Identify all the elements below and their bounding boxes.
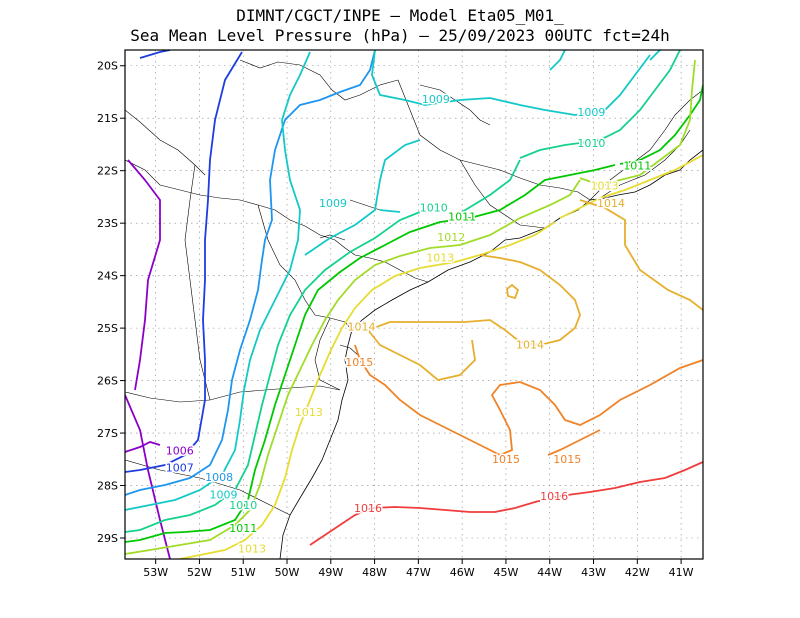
isobar-1006-north xyxy=(127,159,161,391)
x-tick-label: 42W xyxy=(625,566,650,579)
contour-label-1009: 1009 xyxy=(210,488,238,501)
y-tick-label: 24S xyxy=(97,270,118,283)
x-tick-label: 41W xyxy=(669,566,694,579)
y-tick-label: 20S xyxy=(97,60,118,73)
contour-label-1010: 1010 xyxy=(229,499,257,512)
isobar-1012 xyxy=(125,59,696,555)
y-tick-label: 23S xyxy=(97,217,118,230)
isobar-1013 xyxy=(179,154,703,559)
plot-frame xyxy=(124,49,704,560)
chart-subtitle: Sea Mean Level Pressure (hPa) – 25/09/20… xyxy=(130,26,670,45)
isobar-1010 xyxy=(125,50,681,533)
isobar-1011 xyxy=(125,84,703,543)
map-layer: 1006100710081009101010111013101310091009… xyxy=(125,50,703,559)
contour-label-1015: 1015 xyxy=(553,453,581,466)
contour-label-1012: 1012 xyxy=(437,231,465,244)
y-tick-label: 27S xyxy=(97,427,118,440)
y-tick-label: 29S xyxy=(97,532,118,545)
contour-label-1013: 1013 xyxy=(590,179,618,192)
contour-label-1008: 1008 xyxy=(205,471,233,484)
isobars xyxy=(125,50,703,559)
contour-label-1015: 1015 xyxy=(492,453,520,466)
contour-label-1006: 1006 xyxy=(166,444,194,457)
isobar-1016 xyxy=(309,461,703,546)
isobar-1015 xyxy=(354,344,703,456)
contour-label-1015: 1015 xyxy=(345,356,373,369)
x-tick-label: 46W xyxy=(450,566,475,579)
isobar-1009-west xyxy=(304,139,421,256)
x-tick-label: 45W xyxy=(494,566,519,579)
contour-label-1014: 1014 xyxy=(516,338,544,351)
contour-label-1016: 1016 xyxy=(354,502,382,515)
contour-labels: 1006100710081009101010111013101310091009… xyxy=(164,91,653,557)
contour-label-1014: 1014 xyxy=(597,197,625,210)
isobar-1008 xyxy=(125,50,376,496)
y-tick-label: 28S xyxy=(97,480,118,493)
x-tick-label: 48W xyxy=(362,566,387,579)
borders xyxy=(125,59,703,516)
contour-label-1014: 1014 xyxy=(347,321,375,334)
x-tick-label: 51W xyxy=(231,566,256,579)
contour-label-1013: 1013 xyxy=(295,406,323,419)
contour-label-1013: 1013 xyxy=(238,543,266,556)
y-tick-label: 25S xyxy=(97,322,118,335)
x-tick-label: 44W xyxy=(537,566,562,579)
isobar-1014 xyxy=(367,199,703,381)
contour-label-1011: 1011 xyxy=(229,522,257,535)
contour-label-1010: 1010 xyxy=(420,201,448,214)
isobar-1009-north xyxy=(371,50,651,116)
contour-label-1009: 1009 xyxy=(319,197,347,210)
contour-label-1009: 1009 xyxy=(422,93,450,106)
contour-label-1011: 1011 xyxy=(448,210,476,223)
x-tick-label: 53W xyxy=(143,566,168,579)
x-tick-label: 52W xyxy=(187,566,212,579)
isobar-1009-south xyxy=(125,51,311,511)
x-tick-label: 50W xyxy=(275,566,300,579)
axis-ticks: 53W 52W 51W 50W 49W 48W 47W 46W 45W 44W 43W 42W 41W 2… xyxy=(97,60,694,579)
isobar-1006-label xyxy=(125,441,161,453)
contour-label-1011: 1011 xyxy=(623,159,651,172)
y-tick-label: 22S xyxy=(97,165,118,178)
isobar-1009-mid xyxy=(549,50,661,71)
contour-label-1010: 1010 xyxy=(577,137,605,150)
x-tick-label: 43W xyxy=(581,566,606,579)
chart-title: DIMNT/CGCT/INPE – Model Eta05_M01_ xyxy=(236,6,564,25)
contour-label-1013: 1013 xyxy=(426,251,454,264)
y-tick-label: 21S xyxy=(97,112,118,125)
isobar-1007 xyxy=(125,50,243,473)
y-tick-label: 26S xyxy=(97,375,118,388)
x-tick-label: 47W xyxy=(406,566,431,579)
contour-label-1009: 1009 xyxy=(577,106,605,119)
contour-label-1007: 1007 xyxy=(166,462,194,475)
x-tick-label: 49W xyxy=(318,566,343,579)
contour-label-1016: 1016 xyxy=(540,490,568,503)
